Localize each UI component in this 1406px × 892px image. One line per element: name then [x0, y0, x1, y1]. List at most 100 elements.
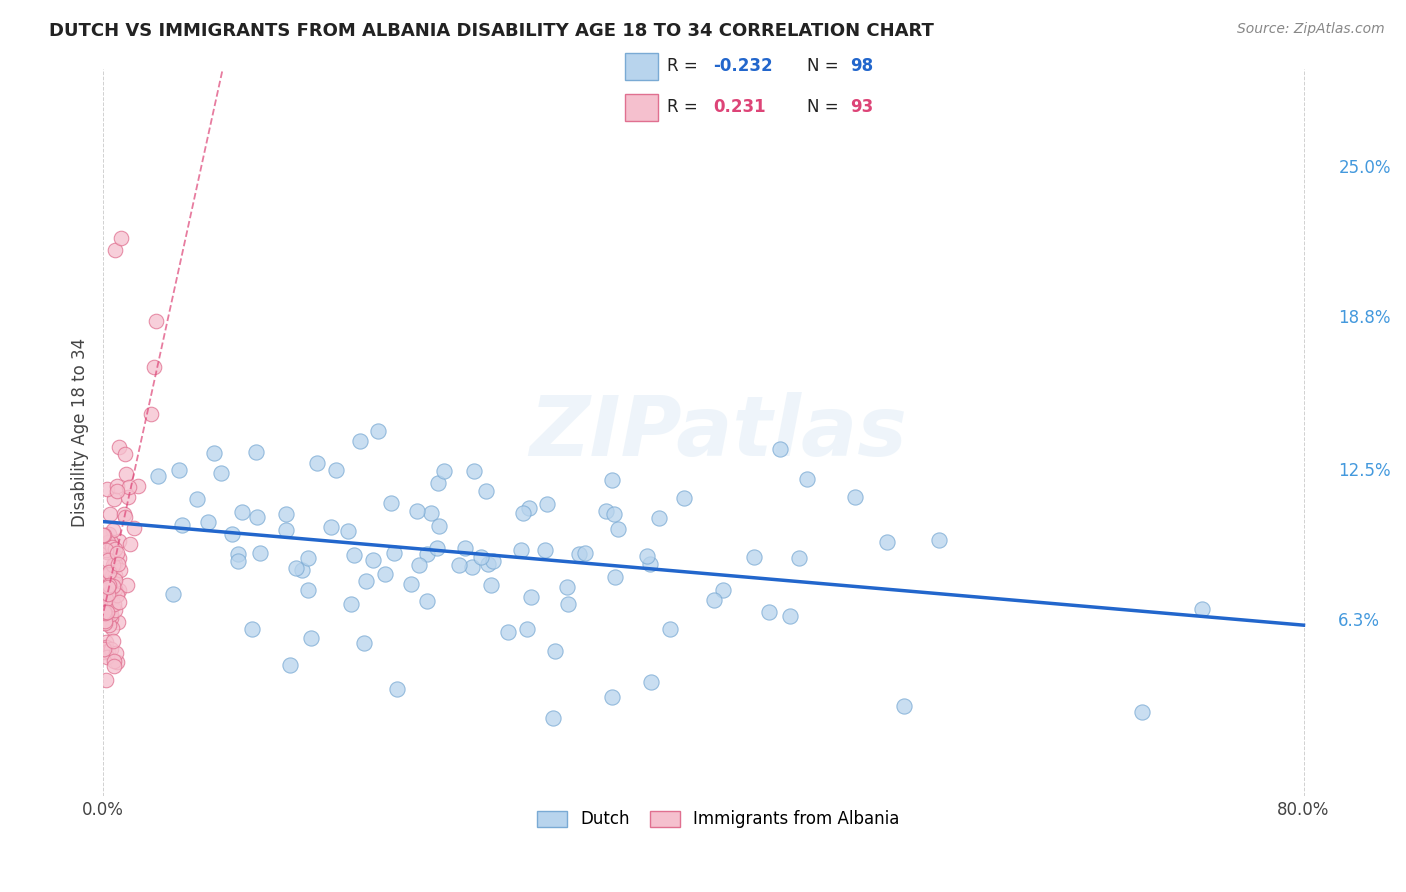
- Point: [94, 673, 117, 687]
- Text: N =: N =: [807, 57, 844, 76]
- Point: [337, 524, 360, 539]
- Point: [796, 472, 818, 486]
- Point: [172, 517, 194, 532]
- Point: [274, 508, 297, 522]
- Point: [555, 580, 578, 594]
- Point: [408, 558, 430, 573]
- Point: [343, 548, 366, 562]
- Point: [98, 587, 121, 601]
- Point: [758, 605, 780, 619]
- Point: [789, 551, 811, 566]
- Point: [105, 479, 128, 493]
- Point: [103, 567, 125, 582]
- Point: [93, 582, 115, 597]
- Point: [98, 607, 121, 622]
- Text: ZIPatlas: ZIPatlas: [530, 392, 907, 473]
- Point: [769, 442, 792, 456]
- Point: [94, 614, 117, 628]
- Point: [574, 546, 596, 560]
- Point: [93, 615, 115, 630]
- Point: [107, 582, 129, 597]
- Point: [595, 503, 617, 517]
- Point: [305, 456, 328, 470]
- Point: [606, 522, 628, 536]
- Point: [367, 425, 389, 439]
- Point: [284, 561, 307, 575]
- Text: Source: ZipAtlas.com: Source: ZipAtlas.com: [1237, 22, 1385, 37]
- Point: [98, 565, 121, 579]
- Point: [648, 510, 671, 524]
- Point: [426, 541, 449, 555]
- Point: [101, 546, 124, 560]
- Point: [103, 659, 125, 673]
- Point: [382, 545, 405, 559]
- Text: 0.231: 0.231: [713, 98, 765, 117]
- Point: [297, 583, 319, 598]
- Point: [557, 598, 579, 612]
- Point: [97, 606, 120, 620]
- Point: [568, 548, 591, 562]
- Point: [114, 447, 136, 461]
- Point: [100, 641, 122, 656]
- Point: [231, 505, 253, 519]
- Point: [94, 606, 117, 620]
- Point: [98, 527, 121, 541]
- Point: [104, 541, 127, 556]
- Point: [104, 244, 127, 258]
- Point: [98, 508, 121, 522]
- Point: [291, 563, 314, 577]
- Point: [96, 545, 118, 559]
- Point: [100, 607, 122, 622]
- Point: [361, 553, 384, 567]
- Point: [516, 622, 538, 636]
- Point: [481, 554, 503, 568]
- Point: [101, 621, 124, 635]
- Point: [321, 520, 343, 534]
- Point: [101, 524, 124, 538]
- Point: [744, 549, 766, 564]
- Point: [278, 657, 301, 672]
- Text: R =: R =: [666, 57, 703, 76]
- Point: [101, 579, 124, 593]
- Point: [453, 541, 475, 555]
- Point: [101, 593, 124, 607]
- Point: [93, 527, 115, 541]
- Point: [104, 574, 127, 588]
- Point: [544, 644, 567, 658]
- Point: [93, 641, 115, 656]
- Point: [433, 464, 456, 478]
- Point: [197, 515, 219, 529]
- Point: [107, 595, 129, 609]
- Point: [299, 631, 322, 645]
- Point: [162, 587, 184, 601]
- Point: [496, 625, 519, 640]
- Point: [447, 558, 470, 573]
- Point: [105, 589, 128, 603]
- Point: [139, 407, 162, 421]
- Point: [94, 645, 117, 659]
- Point: [96, 640, 118, 655]
- Point: [93, 596, 115, 610]
- Point: [1191, 602, 1213, 616]
- Point: [477, 558, 499, 572]
- Point: [110, 231, 132, 245]
- Point: [91, 528, 114, 542]
- Point: [98, 578, 121, 592]
- Point: [107, 441, 129, 455]
- Point: [96, 650, 118, 665]
- Point: [104, 582, 127, 597]
- Point: [605, 570, 627, 584]
- Point: [96, 482, 118, 496]
- Point: [112, 507, 135, 521]
- Point: [143, 359, 166, 374]
- Text: -0.232: -0.232: [713, 57, 772, 76]
- Point: [349, 434, 371, 449]
- Point: [97, 587, 120, 601]
- Point: [103, 654, 125, 668]
- Point: [104, 557, 127, 571]
- Point: [98, 566, 121, 580]
- Point: [245, 445, 267, 459]
- Point: [658, 622, 681, 636]
- Point: [419, 506, 441, 520]
- Point: [385, 681, 408, 696]
